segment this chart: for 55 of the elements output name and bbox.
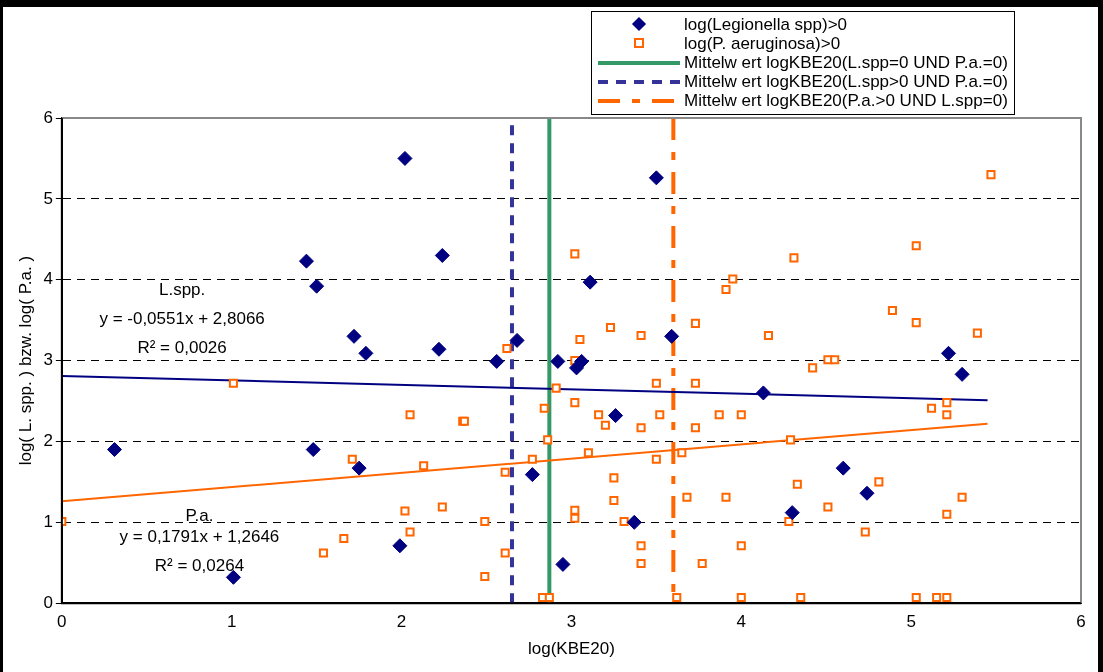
annotation: P.a.: [185, 505, 214, 525]
x-tick-label: 6: [1076, 612, 1086, 632]
point: [509, 332, 525, 348]
point: [648, 170, 664, 186]
point: [489, 353, 505, 369]
legend-label: log(P. aeruginosa)>0: [684, 34, 841, 53]
annotation: R² = 0,0026: [137, 338, 227, 358]
point: [431, 341, 447, 357]
point: [107, 442, 123, 458]
x-tick-label: 0: [57, 612, 67, 632]
annotation: y = 0,1791x + 1,2646: [119, 527, 280, 547]
point: [835, 460, 851, 476]
legend-label: Mittelw ert logKBE20(L.spp>0 UND P.a.=0): [684, 72, 1008, 91]
y-tick-label: 6: [43, 107, 53, 127]
y-tick-label: 4: [43, 269, 53, 289]
point: [392, 538, 408, 554]
point: [351, 460, 367, 476]
point: [397, 150, 413, 166]
point: [309, 278, 325, 294]
annotation: y = -0,0551x + 2,8066: [99, 309, 265, 329]
point: [626, 514, 642, 530]
point: [954, 366, 970, 382]
x-tick-label: 1: [226, 612, 237, 632]
point: [346, 328, 362, 344]
point: [555, 556, 571, 572]
x-tick-label: 3: [566, 612, 577, 632]
y-tick-label: 2: [43, 431, 53, 451]
y-tick-label: 5: [43, 188, 53, 208]
point: [574, 353, 590, 369]
point: [434, 247, 450, 263]
point: [524, 467, 540, 483]
legend-label: log(Legionella spp)>0: [684, 15, 848, 34]
point: [941, 345, 957, 361]
y-axis-title: log( L. spp. ) bzw. log( P.a. ): [15, 255, 35, 466]
y-tick-label: 3: [43, 350, 53, 370]
annotation: R² = 0,0264: [154, 556, 245, 576]
point: [755, 385, 771, 401]
x-tick-label: 2: [396, 612, 407, 632]
y-tick-label: 0: [43, 592, 53, 612]
point: [358, 345, 374, 361]
legend-label: Mittelw ert logKBE20(L.spp=0 UND P.a.=0): [684, 53, 1008, 72]
x-axis-title: log(KBE20): [527, 639, 615, 659]
point: [582, 274, 598, 290]
annotation: L.spp.: [158, 279, 206, 299]
point: [784, 505, 800, 521]
point: [664, 328, 680, 344]
point: [550, 353, 566, 369]
y-tick-label: 1: [43, 512, 53, 532]
point: [305, 442, 321, 458]
point: [859, 485, 875, 501]
point: [298, 253, 314, 269]
x-tick-label: 5: [906, 612, 916, 632]
legend-label: Mittelw ert logKBE20(P.a.>0 UND L.spp=0): [684, 91, 1008, 110]
x-tick-label: 4: [736, 612, 747, 632]
point: [608, 408, 624, 424]
